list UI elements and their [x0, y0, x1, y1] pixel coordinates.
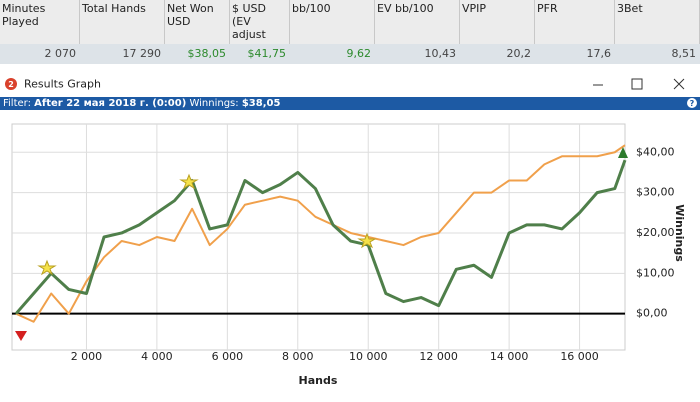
- stat-value: 9,62: [346, 47, 372, 60]
- winnings-label: Winnings:: [189, 98, 239, 109]
- column-header[interactable]: VPIP: [460, 0, 535, 44]
- series-line: [15, 144, 626, 323]
- app-icon: [5, 78, 17, 90]
- stat-value: 8,51: [671, 47, 697, 60]
- winnings-value: $38,05: [241, 98, 281, 109]
- x-tick-label: 4 000: [141, 350, 173, 363]
- x-tick-label: 14 000: [490, 350, 529, 363]
- stat-value: 17,6: [586, 47, 612, 60]
- filter-value: After 22 мая 2018 г. (0:00): [34, 98, 187, 109]
- stat-value: $38,05: [187, 47, 227, 60]
- value-row: 2 070 17 290 $38,05 $41,75 9,62 10,43 20,2 17,6…: [0, 44, 700, 64]
- y-axis-label: Winnings: [673, 204, 686, 262]
- column-header[interactable]: 3Bet: [615, 0, 700, 44]
- column-header[interactable]: Net Won USD: [165, 0, 230, 44]
- stat-value: 10,43: [424, 47, 457, 60]
- x-tick-label: 6 000: [212, 350, 244, 363]
- column-header[interactable]: Minutes Played: [0, 0, 80, 44]
- max-marker: [618, 147, 628, 158]
- star-marker: [37, 259, 57, 276]
- series-line: [14, 159, 627, 315]
- x-tick-label: 8 000: [282, 350, 314, 363]
- filter-label: Filter:: [3, 98, 31, 109]
- results-graph: Hands Winnings 2 000 4 000 6 000 8 000 10 00…: [11, 123, 686, 387]
- stat-value: $41,75: [247, 47, 287, 60]
- app-icon-glyph: 2: [8, 80, 14, 89]
- title-bar-graphics: 2 Results Graph: [5, 78, 685, 91]
- close-button[interactable]: [673, 78, 685, 90]
- y-tick-label: $40,00: [636, 145, 675, 158]
- y-tick-label: $10,00: [636, 266, 675, 279]
- x-tick-label: 2 000: [71, 350, 103, 363]
- window-title-bar: 2 Results Graph: [0, 72, 700, 96]
- stat-value: 17 290: [122, 47, 162, 60]
- help-icon[interactable]: ?: [687, 98, 697, 108]
- x-tick-label: 10 000: [349, 350, 388, 363]
- y-tick-label: $30,00: [636, 186, 675, 199]
- maximize-button[interactable]: [631, 78, 643, 90]
- column-header[interactable]: $ USD (EV adjust: [230, 0, 290, 44]
- star-marker: [179, 173, 199, 190]
- column-header[interactable]: EV bb/100: [375, 0, 460, 44]
- stat-value: 2 070: [44, 47, 77, 60]
- header-row: Minutes Played Total Hands Net Won USD $ US…: [0, 0, 700, 44]
- stats-table: Minutes Played Total Hands Net Won USD $ US…: [0, 0, 700, 64]
- filter-bar: Filter: After 22 мая 2018 г. (0:00) Winn…: [0, 97, 700, 110]
- svg-text:?: ?: [690, 99, 695, 108]
- x-tick-label: 12 000: [419, 350, 458, 363]
- x-tick-label: 16 000: [560, 350, 599, 363]
- min-marker: [15, 331, 27, 341]
- x-axis-label: Hands: [299, 374, 338, 387]
- column-header[interactable]: bb/100: [290, 0, 375, 44]
- y-tick-label: $20,00: [636, 226, 675, 239]
- y-tick-label: $0,00: [636, 307, 668, 320]
- star-marker: [357, 232, 377, 249]
- window-title: Results Graph: [24, 78, 101, 91]
- plot-area: [11, 123, 626, 351]
- column-header[interactable]: Total Hands: [80, 0, 165, 44]
- stat-value: 20,2: [506, 47, 532, 60]
- column-header[interactable]: PFR: [535, 0, 615, 44]
